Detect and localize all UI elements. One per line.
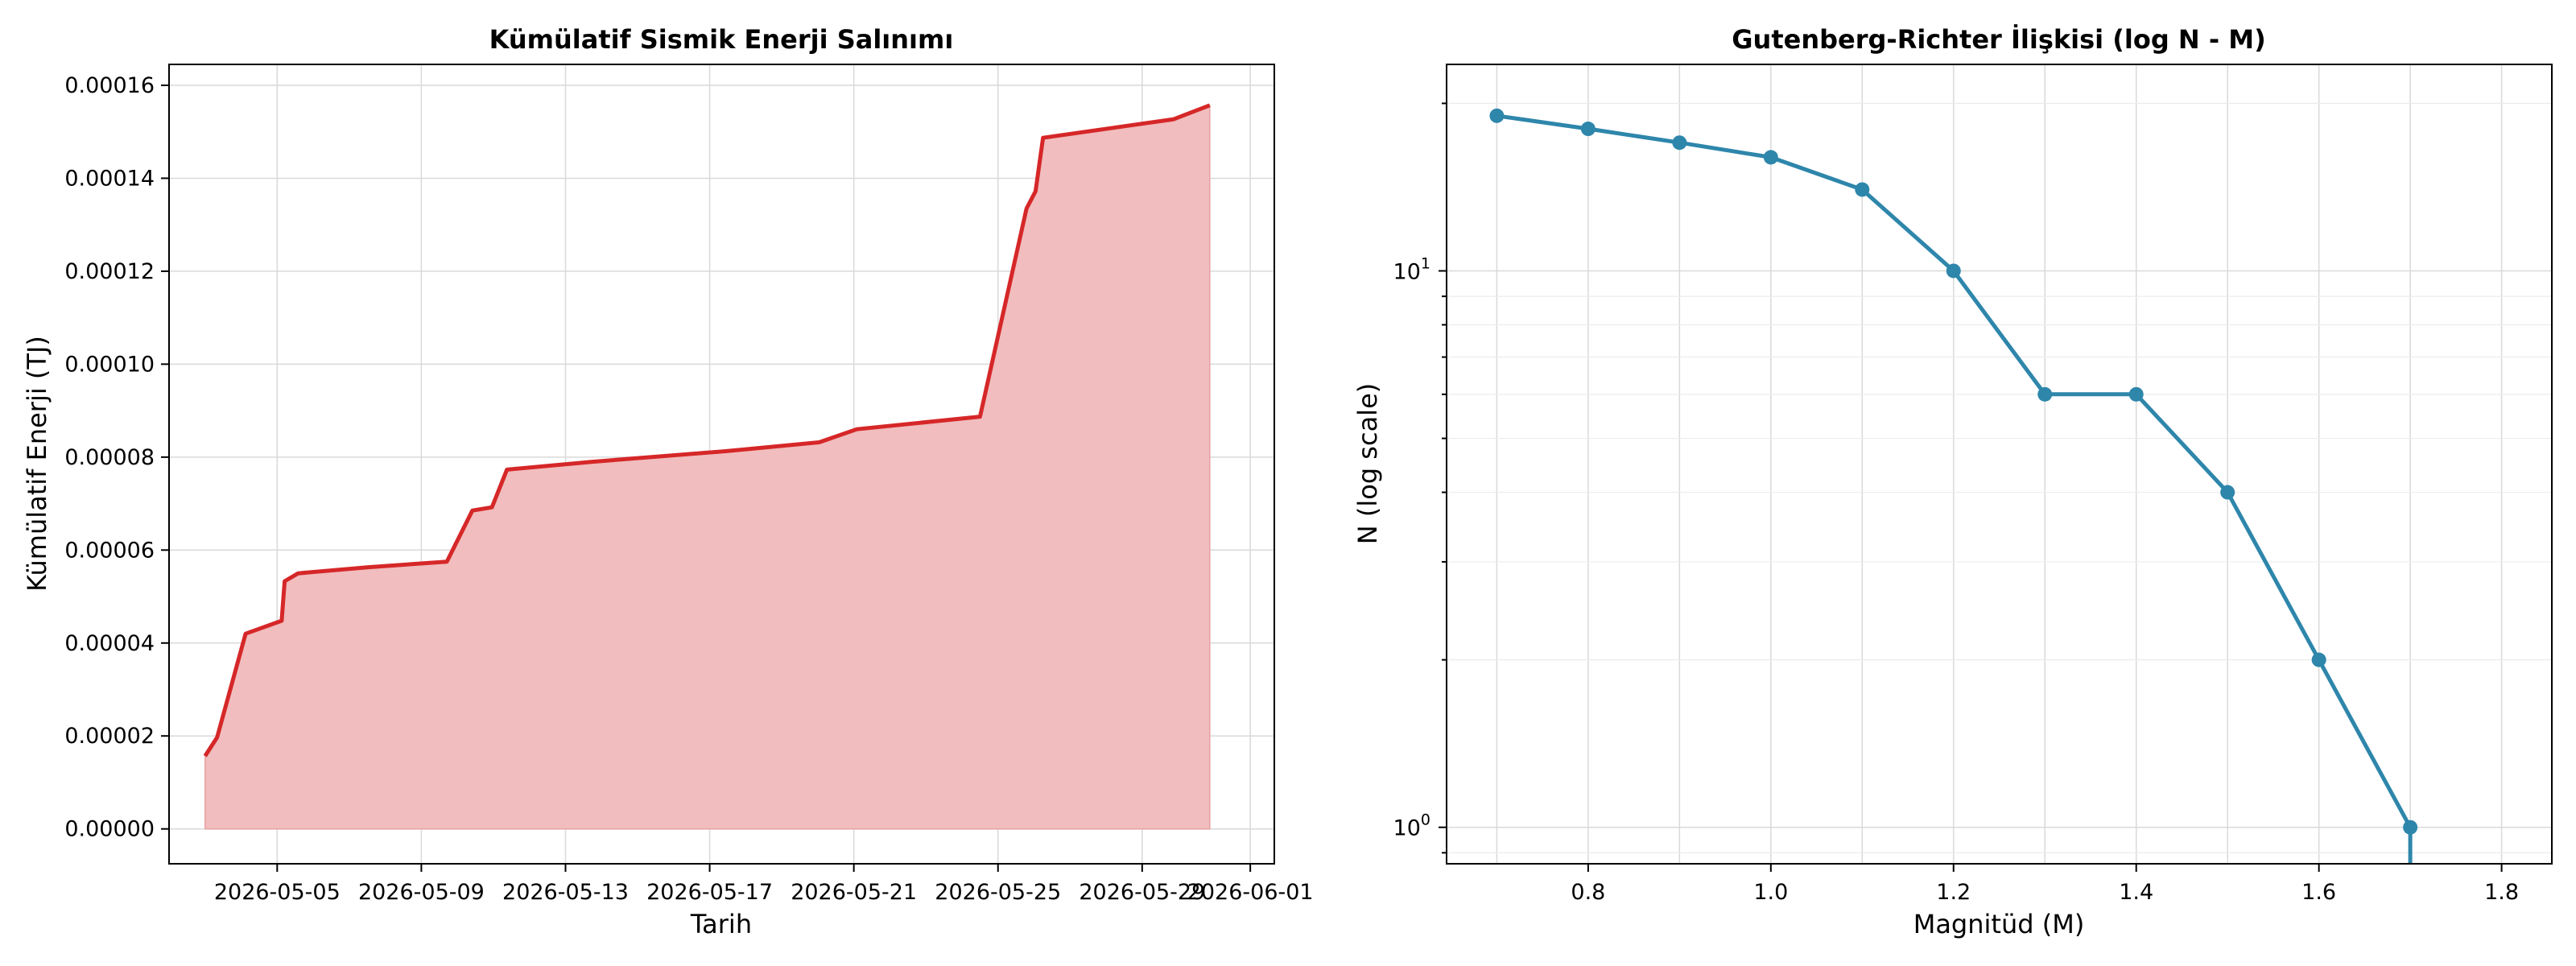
- gr-x-axis: 0.8 1.0 1.2 1.4 1.6 1.8: [1571, 864, 2519, 905]
- energy-y-tick-label: 0.00014: [64, 166, 155, 191]
- gr-x-tick-label: 1.6: [2301, 880, 2336, 905]
- energy-chart-title: Kümülatif Sismik Enerji Salınımı: [489, 24, 954, 55]
- energy-x-axis-label: Tarih: [690, 909, 752, 939]
- gr-chart-title: Gutenberg-Richter İlişkisi (log N - M): [1732, 24, 2265, 55]
- gr-data-point: [2037, 386, 2053, 402]
- gr-y-axis-label: N (log scale): [1352, 383, 1383, 544]
- gr-data-point: [1580, 122, 1596, 137]
- gr-data-point: [1946, 263, 1961, 279]
- energy-x-tick-label: 2026-05-09: [358, 880, 485, 905]
- gr-x-tick-label: 1.4: [2119, 880, 2153, 905]
- gr-x-tick-label: 1.8: [2484, 880, 2519, 905]
- energy-y-tick-label: 0.00004: [64, 631, 155, 656]
- energy-y-tick-label: 0.00016: [64, 73, 155, 98]
- energy-chart: 2026-05-05 2026-05-09 2026-05-13 2026-05-17…: [22, 24, 1314, 939]
- energy-y-tick-label: 0.00010: [64, 352, 155, 377]
- gr-x-axis-label: Magnitüd (M): [1913, 909, 2085, 939]
- gr-data-point: [1855, 182, 1870, 197]
- gr-x-tick-label: 1.2: [1936, 880, 1971, 905]
- gr-x-tick-label: 0.8: [1571, 880, 1605, 905]
- energy-y-tick-label: 0.00012: [64, 259, 155, 284]
- energy-line: [203, 103, 1211, 758]
- energy-plot-frame: [168, 64, 1275, 865]
- gr-data-point: [1763, 150, 1778, 165]
- gr-data-point: [1489, 108, 1505, 123]
- energy-x-tick-label: 2026-05-17: [646, 880, 773, 905]
- energy-y-tick-label: 0.00002: [64, 724, 155, 749]
- gr-points: [1489, 108, 2418, 835]
- gr-data-point: [2128, 386, 2144, 402]
- gr-data-point: [2220, 485, 2235, 500]
- gr-data-point: [2311, 652, 2326, 667]
- gr-plot-frame: [1446, 64, 2553, 865]
- gr-x-tick-label: 1.0: [1753, 880, 1788, 905]
- energy-x-tick-label: 2026-05-29: [1079, 880, 1205, 905]
- energy-x-tick-label: 2026-05-13: [502, 880, 629, 905]
- energy-y-axis: 0.00000 0.00002 0.00004 0.00006 0.00008 0.000…: [64, 73, 169, 842]
- energy-x-tick-label: 2026-05-25: [935, 880, 1061, 905]
- energy-y-axis-label: Kümülatif Enerji (TJ): [22, 336, 52, 592]
- energy-x-tick-label: 2026-06-01: [1187, 880, 1314, 905]
- energy-y-tick-label: 0.00006: [64, 538, 155, 563]
- energy-x-tick-label: 2026-05-05: [214, 880, 341, 905]
- gr-line: [1496, 114, 2413, 864]
- energy-x-axis: 2026-05-05 2026-05-09 2026-05-13 2026-05-17…: [214, 864, 1314, 905]
- gr-data-point: [1672, 135, 1687, 151]
- gr-grid: [1447, 64, 2552, 864]
- energy-y-tick-label: 0.00008: [64, 445, 155, 470]
- energy-x-tick-label: 2026-05-21: [791, 880, 917, 905]
- gr-data-point: [2403, 819, 2418, 835]
- energy-y-tick-label: 0.00000: [64, 817, 155, 842]
